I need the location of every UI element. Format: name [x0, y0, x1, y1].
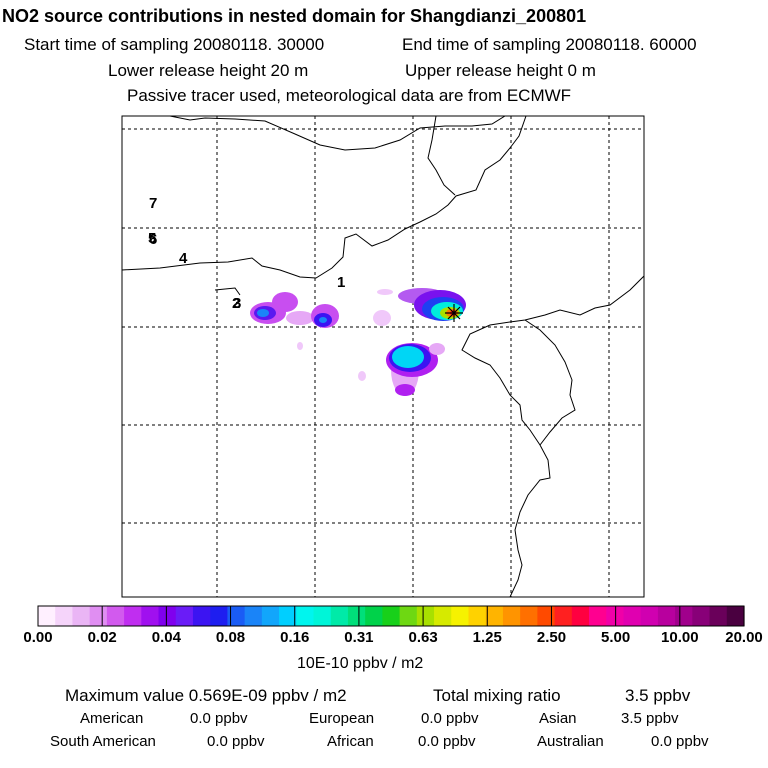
colorbar-cell: [571, 606, 590, 626]
colorbar-cell: [55, 606, 74, 626]
site-label-6: 6: [149, 231, 157, 248]
colorbar-cell: [657, 606, 676, 626]
colorbar-cell: [451, 606, 470, 626]
colorbar-tick-label: 0.16: [280, 629, 310, 646]
region-label: Asian: [539, 710, 577, 727]
region-value: 0.0 ppbv: [418, 733, 476, 750]
site-label-1: 1: [337, 274, 345, 291]
colorbar-tick-label: 2.50: [536, 629, 567, 646]
colorbar-cell: [675, 606, 693, 626]
site-label-4: 4: [179, 250, 188, 267]
colorbar-cell: [726, 606, 745, 626]
receptor-star-marker: [445, 304, 463, 322]
site-label-3: 3: [233, 295, 241, 312]
site-label-5: 5: [148, 230, 156, 247]
colorbar-cell: [313, 606, 332, 626]
colorbar-cell: [416, 606, 435, 626]
site-label-7: 7: [149, 195, 157, 212]
colorbar-cell: [330, 606, 349, 626]
colorbar-cell: [175, 606, 194, 626]
colorbar-cell: [692, 606, 711, 626]
colorbar-cell: [89, 606, 108, 626]
chart-title: NO2 source contributions in nested domai…: [2, 6, 587, 26]
colorbar-cell: [434, 606, 452, 626]
colorbar-cell: [347, 606, 366, 626]
colorbar-unit-label: 10E-10 ppbv / m2: [297, 655, 424, 672]
colorbar-cell: [296, 606, 315, 626]
colorbar-tick-label: 0.31: [344, 629, 374, 646]
start-time-label: Start time of sampling 20080118. 30000: [24, 35, 325, 54]
total-mixing-value: 3.5 ppbv: [625, 686, 691, 705]
region-label: Australian: [537, 733, 604, 750]
colorbar-cell: [623, 606, 642, 626]
colorbar-tick-label: 0.00: [23, 629, 53, 646]
colorbar-tick-label: 0.63: [408, 629, 438, 646]
colorbar-tick-label: 10.00: [661, 629, 699, 646]
colorbar-cell: [365, 606, 383, 626]
colorbar-tick-label: 5.00: [601, 629, 631, 646]
colorbar-cell: [589, 606, 607, 626]
colorbar-cell: [210, 606, 229, 626]
upper-release-label: Upper release height 0 m: [405, 61, 596, 80]
colorbar-cell: [124, 606, 142, 626]
region-label: African: [327, 733, 374, 750]
colorbar-cell: [72, 606, 91, 626]
colorbar-cell: [227, 606, 246, 626]
colorbar-cell: [38, 606, 56, 626]
region-value: 0.0 ppbv: [190, 710, 248, 727]
colorbar-cell: [261, 606, 280, 626]
colorbar-cell: [468, 606, 487, 626]
region-value: 0.0 ppbv: [207, 733, 265, 750]
colorbar-cell: [279, 606, 297, 626]
map-borders: [122, 116, 644, 597]
colorbar-cell: [158, 606, 177, 626]
colorbar-tick-label: 0.04: [151, 629, 181, 646]
map-frame: [121, 115, 645, 598]
colorbar-cell: [192, 606, 211, 626]
region-value: 0.0 ppbv: [651, 733, 709, 750]
max-value-label: Maximum value 0.569E-09 ppbv / m2: [65, 686, 347, 705]
colorbar-tick-label: 0.02: [87, 629, 117, 646]
site-label-2: 2: [232, 295, 240, 312]
end-time-label: End time of sampling 20080118. 60000: [402, 35, 697, 54]
colorbar-tick-label: 0.08: [215, 629, 246, 646]
colorbar-cell: [485, 606, 504, 626]
plume-field: [250, 288, 466, 396]
region-label: South American: [50, 733, 156, 750]
colorbar-cell: [382, 606, 401, 626]
tracer-info-label: Passive tracer used, meteorological data…: [127, 86, 572, 105]
colorbar-tick-label: 1.25: [472, 629, 502, 646]
region-label: American: [80, 710, 144, 727]
colorbar-cell: [399, 606, 418, 626]
colorbar-cell: [520, 606, 538, 626]
colorbar-cell: [502, 606, 521, 626]
colorbar-cell: [709, 606, 728, 626]
region-value: 3.5 ppbv: [621, 710, 679, 727]
region-value: 0.0 ppbv: [421, 710, 479, 727]
colorbar-cell: [244, 606, 263, 626]
colorbar-cell: [106, 606, 125, 626]
colorbar-tick-label: 20.00: [725, 629, 763, 646]
lower-release-label: Lower release height 20 m: [108, 61, 309, 80]
total-mixing-label: Total mixing ratio: [433, 686, 561, 705]
colorbar-cell: [554, 606, 573, 626]
colorbar-cell: [537, 606, 556, 626]
region-label: European: [309, 710, 375, 727]
colorbar-cell: [640, 606, 659, 626]
colorbar-cell: [141, 606, 160, 626]
